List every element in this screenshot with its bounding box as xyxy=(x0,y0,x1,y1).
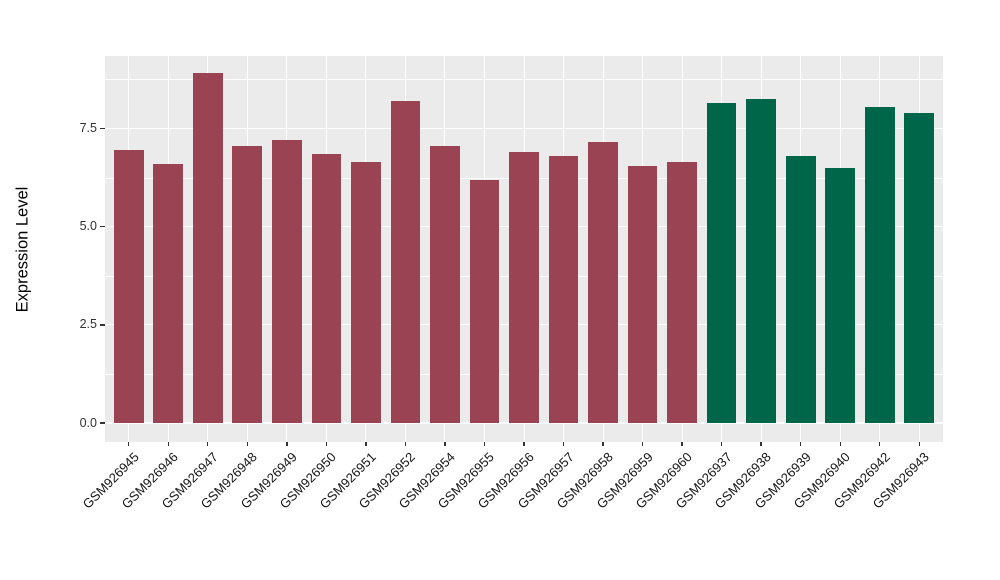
x-tick-mark xyxy=(523,442,525,446)
major-gridline xyxy=(105,422,943,424)
major-gridline xyxy=(105,127,943,130)
x-tick-mark xyxy=(681,442,683,446)
bar-GSM926959 xyxy=(627,165,658,423)
bar-GSM926945 xyxy=(113,150,144,423)
bar-GSM926956 xyxy=(509,152,539,423)
x-tick-mark xyxy=(246,442,248,446)
bar-GSM926938 xyxy=(746,99,776,423)
bar-GSM926957 xyxy=(548,155,579,423)
x-tick-mark xyxy=(918,442,920,446)
x-tick-mark xyxy=(365,442,367,446)
y-tick-mark xyxy=(100,127,105,130)
x-tick-mark xyxy=(483,442,486,446)
bar-GSM926940 xyxy=(825,167,856,423)
y-tick-label: 5.0 xyxy=(79,219,97,234)
y-axis-title-text: Expression Level xyxy=(13,186,32,312)
y-tick-mark xyxy=(100,225,105,228)
x-tick-mark xyxy=(602,442,604,446)
x-tick-mark xyxy=(760,442,762,446)
bar-GSM926948 xyxy=(232,146,263,423)
bar-GSM926939 xyxy=(785,155,816,423)
y-tick-mark xyxy=(100,324,105,326)
x-tick-mark xyxy=(562,442,565,446)
x-tick-mark xyxy=(641,442,644,446)
minor-gridline xyxy=(105,79,943,80)
bar-GSM926942 xyxy=(864,106,895,423)
bar-GSM926960 xyxy=(667,161,697,423)
bar-GSM926943 xyxy=(904,112,935,423)
x-tick-mark xyxy=(207,442,209,446)
y-axis-title: Expression Level xyxy=(2,56,44,442)
bar-GSM926955 xyxy=(469,179,500,423)
x-tick-mark xyxy=(286,442,288,446)
bar-GSM926937 xyxy=(706,102,737,423)
x-tick-mark xyxy=(128,442,130,446)
bar-GSM926954 xyxy=(430,146,460,423)
bar-GSM926949 xyxy=(272,140,302,423)
x-tick-mark xyxy=(879,442,881,446)
x-tick-mark xyxy=(167,442,169,446)
x-tick-mark xyxy=(839,442,841,446)
bar-GSM926946 xyxy=(153,163,184,423)
plot-panel xyxy=(105,56,943,442)
x-tick-mark xyxy=(720,442,723,446)
y-tick-label: 0.0 xyxy=(79,415,97,430)
bar-GSM926958 xyxy=(588,142,618,423)
bar-GSM926951 xyxy=(351,161,381,423)
x-tick-mark xyxy=(799,442,802,446)
x-tick-mark xyxy=(404,442,407,446)
x-tick-mark xyxy=(325,442,328,446)
y-tick-label: 2.5 xyxy=(79,317,97,332)
y-tick-label: 7.5 xyxy=(79,120,97,135)
bar-GSM926952 xyxy=(390,100,421,423)
bar-GSM926947 xyxy=(192,73,223,423)
x-tick-mark xyxy=(444,442,446,446)
bar-GSM926950 xyxy=(311,154,342,423)
y-tick-mark xyxy=(100,422,105,424)
